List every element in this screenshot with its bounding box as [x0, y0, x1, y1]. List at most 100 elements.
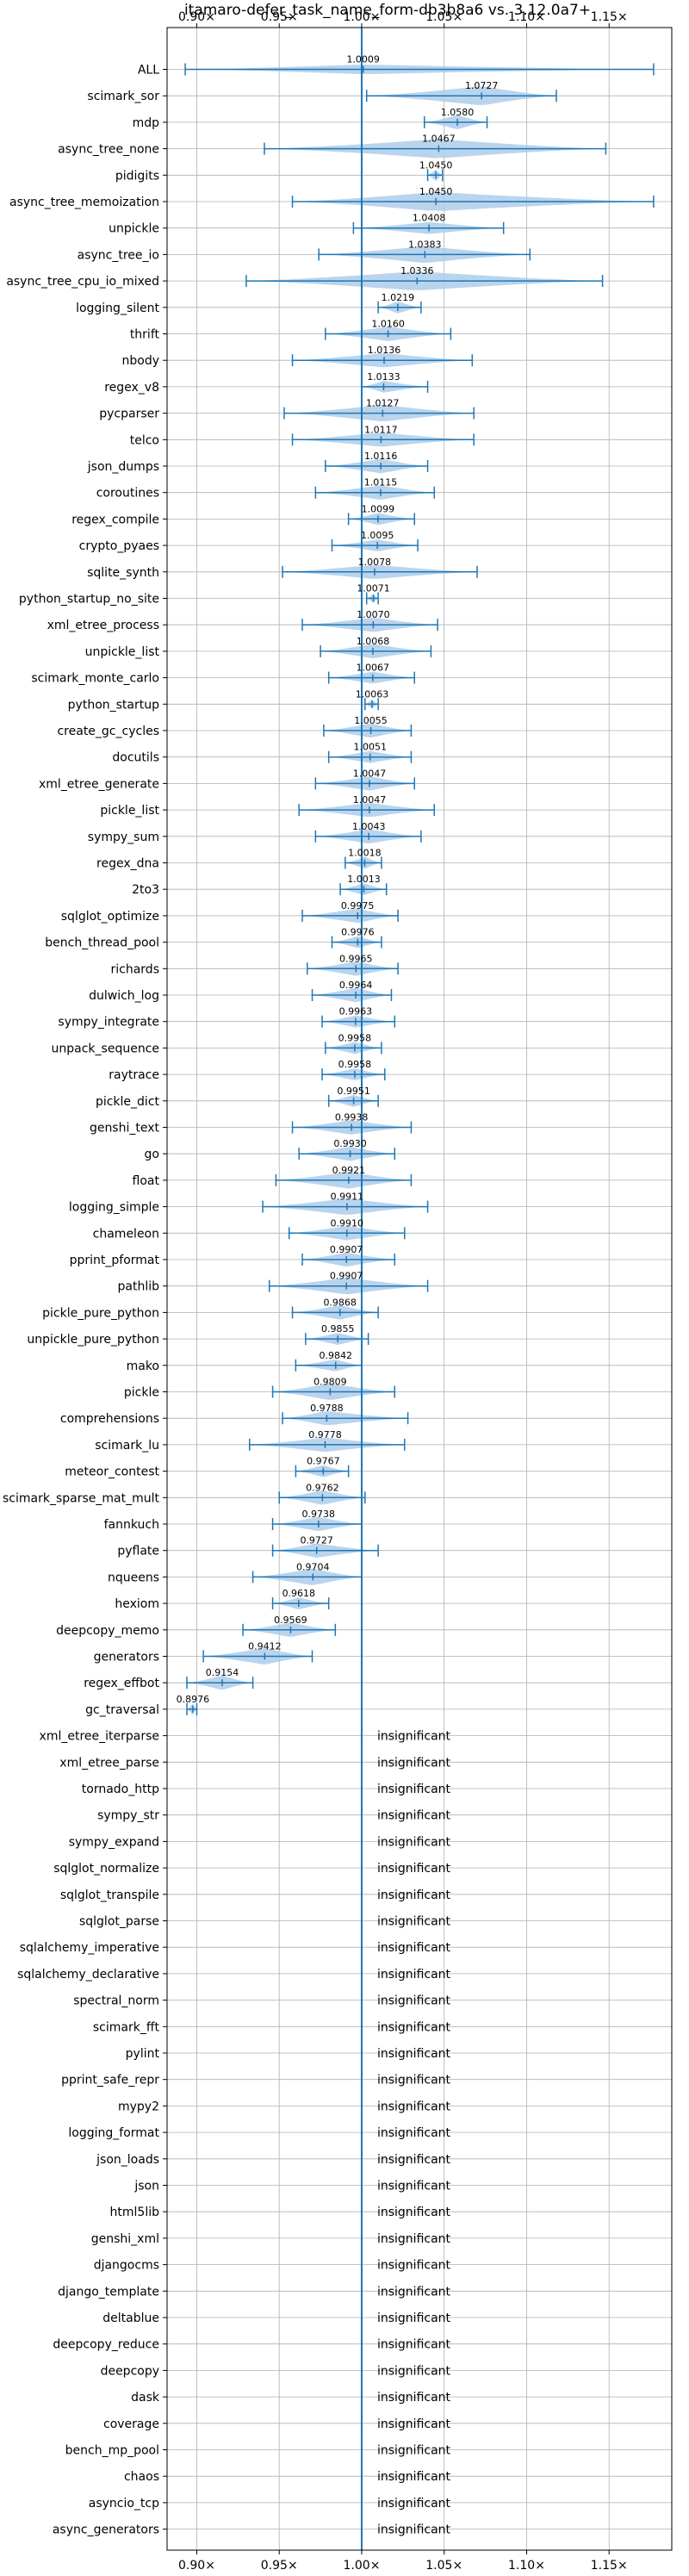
benchmark-label: async_tree_io: [78, 248, 159, 262]
benchmark-label: mypy2: [118, 2100, 159, 2113]
benchmark-value-label: 1.0018: [348, 848, 382, 859]
benchmark-value-label: 0.9963: [339, 1006, 373, 1017]
insignificant-label: insignificant: [377, 1915, 451, 1929]
benchmark-value-label: 1.0078: [358, 557, 392, 568]
benchmark-label: sqlglot_optimize: [61, 910, 159, 924]
benchmark-label: pyflate: [117, 1545, 159, 1559]
benchmark-label: genshi_xml: [91, 2232, 159, 2246]
benchmark-value-label: 1.0051: [353, 742, 387, 753]
benchmark-value-label: 0.9958: [338, 1032, 372, 1043]
insignificant-label: insignificant: [377, 2074, 451, 2088]
benchmark-value-label: 1.0727: [465, 80, 499, 91]
benchmark-value-label: 1.0013: [347, 874, 381, 885]
insignificant-label: insignificant: [377, 2100, 451, 2113]
benchmark-label: async_tree_memoization: [9, 196, 159, 209]
benchmark-label: pprint_pformat: [70, 1254, 160, 1267]
insignificant-label: insignificant: [377, 1756, 451, 1770]
benchmark-value-label: 1.0009: [346, 54, 380, 65]
benchmark-label: 2to3: [132, 883, 159, 897]
x-tick-label-top: 1.15×: [591, 10, 628, 24]
benchmark-value-label: 0.9921: [332, 1165, 366, 1176]
insignificant-label: insignificant: [377, 2417, 451, 2431]
x-tick-label-bottom: 1.15×: [591, 2559, 628, 2573]
benchmark-label: go: [145, 1148, 159, 1161]
benchmark-label: async_generators: [53, 2523, 159, 2537]
benchmark-value-label: 0.9762: [306, 1482, 339, 1493]
benchmark-value-label: 1.0450: [419, 159, 453, 171]
benchmark-value-label: 0.9964: [339, 980, 373, 991]
insignificant-label: insignificant: [377, 2206, 451, 2219]
benchmark-value-label: 0.9951: [337, 1086, 370, 1097]
benchmark-label: sqlglot_parse: [79, 1915, 159, 1929]
insignificant-label: insignificant: [377, 2180, 451, 2193]
benchmark-label: xml_etree_generate: [39, 777, 159, 791]
insignificant-label: insignificant: [377, 1783, 451, 1796]
benchmark-label: regex_effbot: [84, 1677, 159, 1690]
x-tick-label-bottom: 1.05×: [425, 2559, 462, 2573]
insignificant-label: insignificant: [377, 1941, 451, 1955]
insignificant-label: insignificant: [377, 2391, 451, 2405]
benchmark-value-label: 1.0219: [382, 292, 415, 303]
benchmark-value-label: 0.9727: [300, 1535, 333, 1546]
benchmark-value-label: 1.0067: [357, 663, 390, 674]
benchmark-value-label: 1.0099: [362, 503, 395, 514]
benchmark-value-label: 1.0160: [371, 319, 405, 330]
benchmark-value-label: 1.0116: [364, 451, 398, 462]
x-tick-label-bottom: 1.10×: [508, 2559, 545, 2573]
benchmark-label: hexiom: [115, 1597, 159, 1611]
benchmark-label: richards: [111, 962, 160, 976]
benchmark-label: dulwich_log: [89, 989, 159, 1003]
x-tick-label-bottom: 0.95×: [261, 2559, 298, 2573]
benchmark-label: xml_etree_iterparse: [40, 1730, 159, 1744]
benchmark-value-label: 0.9976: [341, 927, 375, 938]
benchmark-value-label: 1.0408: [413, 213, 446, 224]
benchmark-label: comprehensions: [60, 1412, 159, 1426]
benchmark-value-label: 1.0063: [356, 688, 389, 700]
benchmark-label: async_tree_none: [58, 143, 159, 157]
label-layer: ALL 1.0009 scimark_sor 1.0727 mdp 1.0580 async…: [3, 54, 498, 2537]
benchmark-label: regex_compile: [71, 513, 159, 526]
benchmark-label: json_loads: [96, 2153, 159, 2167]
benchmark-label: spectral_norm: [73, 1994, 159, 2008]
insignificant-label: insignificant: [377, 1968, 451, 1982]
benchmark-value-label: 1.0071: [357, 583, 390, 594]
insignificant-label: insignificant: [377, 2047, 451, 2061]
benchmark-label: generators: [94, 1651, 159, 1664]
benchmark-label: sqlalchemy_declarative: [17, 1968, 159, 1982]
benchmark-value-label: 1.0580: [441, 107, 475, 118]
benchmark-value-label: 1.0467: [422, 134, 456, 145]
benchmark-label: dask: [131, 2391, 160, 2405]
benchmark-label: meteor_contest: [65, 1465, 159, 1479]
benchmark-label: nbody: [122, 354, 160, 368]
benchmark-value-label: 0.9938: [335, 1112, 369, 1123]
benchmark-value-label: 1.0383: [408, 239, 442, 250]
benchmark-value-label: 1.0127: [366, 398, 400, 409]
benchmark-label: create_gc_cycles: [57, 725, 159, 738]
insignificant-label: insignificant: [377, 1888, 451, 1902]
benchmark-label: sqlglot_transpile: [60, 1888, 159, 1902]
benchmark-value-label: 1.0095: [361, 530, 394, 541]
benchmark-label: html5lib: [110, 2206, 160, 2219]
benchmark-label: docutils: [112, 751, 159, 765]
benchmark-label: pickle_pure_python: [42, 1306, 159, 1320]
benchmark-label: float: [133, 1174, 160, 1188]
insignificant-label: insignificant: [377, 2523, 451, 2537]
benchmark-value-label: 0.9975: [341, 900, 375, 912]
benchmark-label: scimark_lu: [95, 1439, 159, 1453]
benchmark-label: logging_format: [68, 2126, 159, 2140]
benchmark-value-label: 1.0133: [367, 371, 400, 383]
benchmark-label: genshi_text: [90, 1122, 160, 1136]
benchmark-label: ALL: [138, 64, 159, 78]
benchmark-label: async_tree_cpu_io_mixed: [6, 275, 159, 289]
benchmark-label: sympy_integrate: [58, 1016, 159, 1030]
benchmark-label: bench_mp_pool: [65, 2444, 159, 2458]
insignificant-label: insignificant: [377, 2497, 451, 2511]
benchmark-label: xml_etree_parse: [59, 1756, 159, 1770]
benchmark-label: unpack_sequence: [52, 1042, 159, 1055]
benchmark-label: tornado_http: [82, 1783, 159, 1796]
benchmark-label: unpickle_list: [85, 645, 160, 659]
benchmark-label: sqlglot_normalize: [53, 1862, 159, 1876]
benchmark-value-label: 0.9154: [206, 1667, 239, 1678]
benchmark-value-label: 0.9842: [319, 1350, 352, 1361]
benchmark-value-label: 1.0055: [354, 715, 388, 726]
